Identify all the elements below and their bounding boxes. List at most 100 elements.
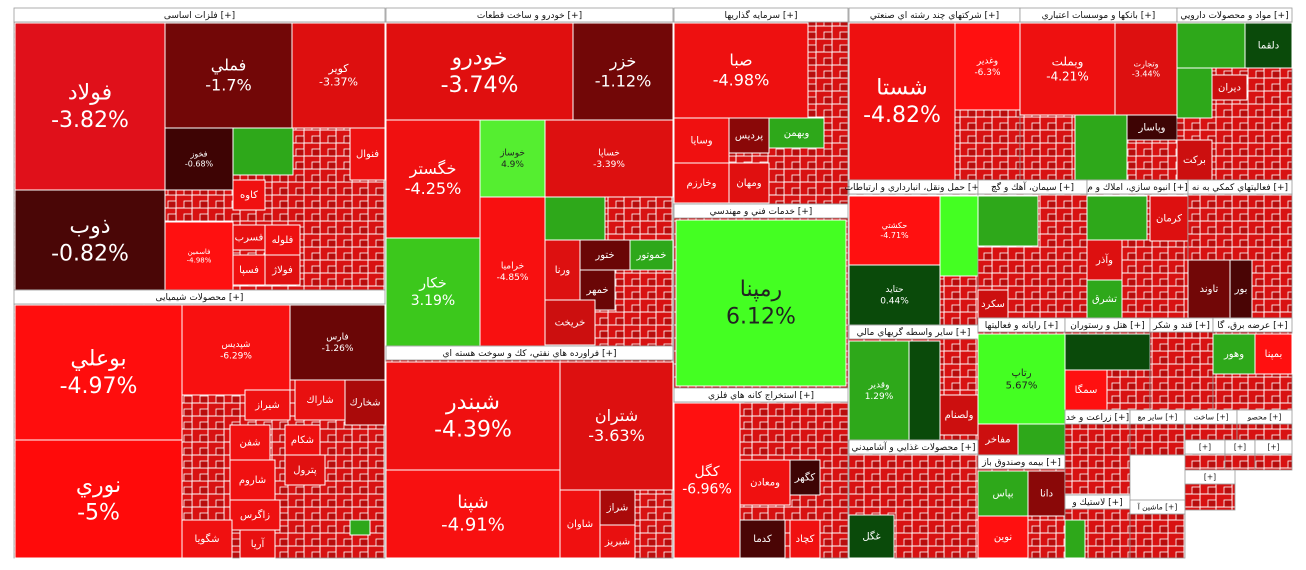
tile bbox=[232, 254, 266, 286]
tile bbox=[385, 469, 561, 559]
tile-change: -1.26% bbox=[322, 344, 354, 354]
tile bbox=[789, 459, 821, 496]
tile-name: شاوان bbox=[567, 519, 593, 530]
sector-header[interactable] bbox=[385, 7, 674, 23]
sector-header[interactable] bbox=[848, 439, 979, 455]
sector-header[interactable] bbox=[1184, 469, 1236, 485]
tile-name: ومهان bbox=[736, 178, 761, 189]
sector-title[interactable]: [+] bbox=[1204, 473, 1216, 482]
tile-name: وآذر bbox=[1095, 253, 1113, 266]
sector-header[interactable] bbox=[1187, 179, 1293, 195]
tile bbox=[559, 489, 601, 559]
tile-decor bbox=[1064, 519, 1086, 559]
tile bbox=[1114, 22, 1178, 116]
tile bbox=[264, 224, 301, 256]
sector-title[interactable]: لاستيك و [+] bbox=[1071, 498, 1122, 508]
tile-name: سمگا bbox=[1075, 384, 1098, 396]
tile-name: حكشتي bbox=[882, 221, 908, 230]
sector-title[interactable]: فلزات اساسی [+] bbox=[164, 11, 235, 21]
sector-body bbox=[1184, 423, 1238, 441]
tile-name: شاروم bbox=[239, 475, 266, 486]
sector-title[interactable]: سيمان، آهك و گچ [+] bbox=[991, 181, 1074, 193]
sector-title[interactable]: خدمات فني و مهندسي [+] bbox=[710, 207, 813, 217]
tile bbox=[768, 117, 825, 149]
sector-title[interactable]: ساير واسطه گريهاي مالي [+] bbox=[857, 326, 971, 338]
sector-header[interactable] bbox=[1236, 409, 1293, 425]
tile-name: شپنا bbox=[457, 492, 488, 513]
sector-title[interactable]: فراورده هاي نفتي، كك و سوخت هسته اي [+] bbox=[442, 349, 616, 359]
sector-body bbox=[1129, 423, 1186, 456]
tile bbox=[675, 219, 847, 387]
tile-name: رمپنا bbox=[740, 277, 782, 302]
sector-title[interactable]: ماشين آ [+] bbox=[1137, 502, 1178, 512]
tile-name: شاراك bbox=[306, 395, 333, 406]
sector-header[interactable] bbox=[673, 7, 849, 23]
sector-title[interactable]: هتل و رستوران [+] bbox=[1070, 321, 1145, 331]
tile-name: خراميا bbox=[501, 262, 524, 272]
tile-name: دانا bbox=[1040, 489, 1053, 500]
sector-title[interactable]: [+] bbox=[1267, 443, 1279, 452]
tile-name: وپاسار bbox=[1138, 123, 1166, 134]
tile-name: کگل bbox=[695, 463, 720, 480]
tile-name: نوين bbox=[994, 532, 1012, 543]
sector-title[interactable]: فعاليتهاي كمكي به نه [+] bbox=[1192, 183, 1288, 193]
tile bbox=[673, 162, 730, 204]
sector-title[interactable]: ساير مع [+] bbox=[1138, 413, 1178, 422]
sector-title[interactable]: محصو [+] bbox=[1247, 413, 1282, 422]
tile-name: وقدير bbox=[868, 381, 890, 391]
sector-header[interactable] bbox=[1176, 7, 1293, 23]
tile bbox=[1086, 239, 1123, 281]
sector-body bbox=[1129, 513, 1186, 559]
sector-header[interactable] bbox=[385, 345, 674, 361]
tile bbox=[284, 424, 321, 456]
sector-title[interactable]: ساخت [+] bbox=[1193, 413, 1228, 422]
sector-title[interactable]: زراعت و خد [+] bbox=[1066, 413, 1129, 423]
sector-title[interactable]: خودرو و ساخت قطعات [+] bbox=[477, 11, 582, 21]
sector-title[interactable]: عرضه برق، گا [+] bbox=[1217, 319, 1287, 331]
tile-decor bbox=[1176, 67, 1213, 119]
tile bbox=[954, 22, 1021, 111]
tile bbox=[232, 224, 266, 251]
tile-name: وغدير bbox=[976, 57, 998, 67]
sector-title[interactable]: استخراج كانه هاي فلزي [+] bbox=[708, 391, 814, 401]
tile-name: خمهر bbox=[585, 285, 608, 296]
sector-body bbox=[1254, 453, 1293, 471]
sector-body bbox=[1236, 423, 1293, 441]
sector-title[interactable]: [+] bbox=[1199, 443, 1211, 452]
sector-title[interactable]: شركتهاي چند رشته اي صنعتي [+] bbox=[870, 11, 999, 21]
sector-title[interactable]: محصولات غذايي و آشاميدني [+] bbox=[851, 441, 975, 453]
sector-title[interactable]: بيمه وصندوق باز [+] bbox=[981, 458, 1061, 468]
sector-header[interactable] bbox=[1254, 439, 1293, 455]
tile-name: بوعلي bbox=[70, 346, 126, 371]
tile bbox=[728, 162, 770, 204]
tile bbox=[232, 179, 266, 211]
tile bbox=[572, 22, 674, 121]
sector-title[interactable]: [+] bbox=[1234, 443, 1246, 452]
sector-title[interactable]: انبوه سازي، املاك و م [+] bbox=[1087, 183, 1188, 193]
sector-header[interactable] bbox=[13, 289, 386, 305]
tile-name: فلوله bbox=[272, 235, 294, 246]
tile-name: وتجارت bbox=[1133, 60, 1158, 69]
sector-title[interactable]: قند و شكر [+] bbox=[1152, 321, 1210, 331]
sector-header[interactable] bbox=[673, 387, 849, 403]
sector-title[interactable]: حمل ونقل، انبارداري و ارتباطات [+] bbox=[845, 183, 983, 193]
tile-name: حتايد bbox=[885, 285, 903, 295]
tile-decor bbox=[939, 195, 979, 277]
tile bbox=[939, 394, 979, 436]
sector-body bbox=[1184, 453, 1226, 471]
sector-header[interactable] bbox=[673, 203, 849, 219]
sector-title[interactable]: بانكها و موسسات اعتباري [+] bbox=[1042, 11, 1156, 21]
sector-header[interactable] bbox=[13, 7, 386, 23]
tile-name: کدما bbox=[753, 534, 772, 545]
sector-title[interactable]: مواد و محصولات دارويي [+] bbox=[1180, 11, 1288, 21]
sector-title[interactable]: محصولات شیمیایی [+] bbox=[156, 293, 244, 303]
sector-header[interactable] bbox=[1212, 317, 1293, 333]
tile bbox=[181, 304, 291, 396]
tile-change: -4.97% bbox=[60, 374, 138, 399]
sector-title[interactable]: سرمايه گذاريها [+] bbox=[725, 9, 798, 21]
tile-name: فاسمين bbox=[188, 248, 211, 256]
sector-title[interactable]: رايانه و فعاليتها [+] bbox=[985, 321, 1058, 331]
sector-body bbox=[1224, 453, 1256, 471]
tile-change: -4.82% bbox=[863, 103, 941, 128]
